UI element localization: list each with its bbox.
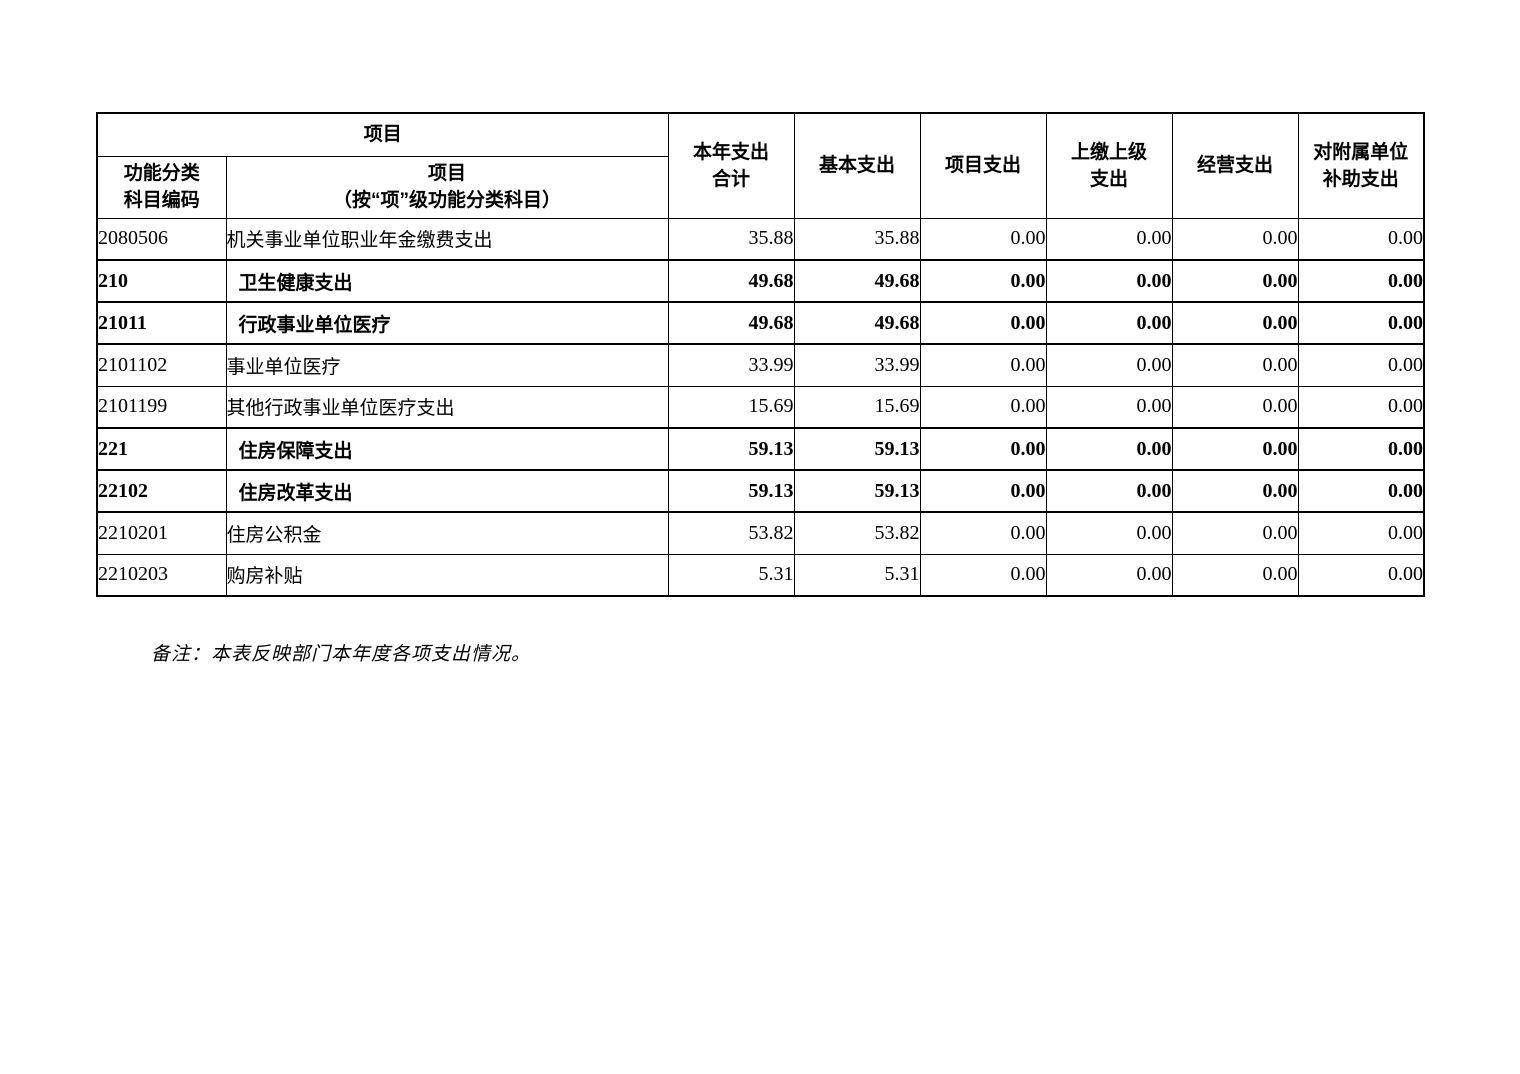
cell-name: 其他行政事业单位医疗支出 bbox=[225, 385, 669, 429]
expenditure-table: 项目 本年支出 合计 基本支出 项目支出 上缴上级 支出 经营支出 bbox=[96, 112, 1426, 597]
cell-value: 5.31 bbox=[793, 553, 921, 597]
cell-value: 0.00 bbox=[919, 343, 1047, 387]
cell-value: 0.00 bbox=[1297, 343, 1425, 387]
cell-value: 49.68 bbox=[667, 301, 795, 345]
cell-value: 15.69 bbox=[667, 385, 795, 429]
cell-value: 0.00 bbox=[1297, 259, 1425, 303]
cell-value: 0.00 bbox=[1171, 427, 1299, 471]
cell-value: 35.88 bbox=[793, 217, 921, 261]
cell-value: 33.99 bbox=[667, 343, 795, 387]
cell-value: 0.00 bbox=[1171, 553, 1299, 597]
cell-value: 0.00 bbox=[1045, 553, 1173, 597]
header-project-group: 项目 bbox=[96, 112, 669, 157]
header-subsidy: 对附属单位 补助支出 bbox=[1297, 112, 1425, 219]
cell-value: 0.00 bbox=[1297, 511, 1425, 555]
header-row-1: 项目 本年支出 合计 基本支出 项目支出 上缴上级 支出 经营支出 bbox=[96, 112, 1425, 219]
header-name: 项目 （按“项”级功能分类科目） bbox=[225, 155, 669, 219]
cell-name: 行政事业单位医疗 bbox=[225, 301, 669, 345]
cell-name: 住房公积金 bbox=[225, 511, 669, 555]
cell-code: 2080506 bbox=[96, 217, 227, 261]
cell-value: 59.13 bbox=[793, 427, 921, 471]
cell-value: 0.00 bbox=[1171, 259, 1299, 303]
table-row: 2210201 住房公积金 53.82 53.82 0.00 0.00 0.00 0.00 bbox=[96, 511, 1425, 555]
cell-value: 0.00 bbox=[919, 301, 1047, 345]
cell-value: 0.00 bbox=[919, 217, 1047, 261]
cell-value: 53.82 bbox=[793, 511, 921, 555]
cell-value: 0.00 bbox=[1297, 469, 1425, 513]
cell-value: 0.00 bbox=[1297, 217, 1425, 261]
cell-value: 5.31 bbox=[667, 553, 795, 597]
cell-code: 2101199 bbox=[96, 385, 227, 429]
table-row: 210 卫生健康支出 49.68 49.68 0.00 0.00 0.00 0.00 bbox=[96, 259, 1425, 303]
table-row: 21011 行政事业单位医疗 49.68 49.68 0.00 0.00 0.00 0.00 bbox=[96, 301, 1425, 345]
cell-value: 59.13 bbox=[793, 469, 921, 513]
table-row: 22102 住房改革支出 59.13 59.13 0.00 0.00 0.00 0.00 bbox=[96, 469, 1425, 513]
cell-code: 21011 bbox=[96, 301, 227, 345]
table-row: 2101102 事业单位医疗 33.99 33.99 0.00 0.00 0.00 0.00 bbox=[96, 343, 1425, 387]
header-code: 功能分类 科目编码 bbox=[96, 155, 227, 219]
cell-value: 0.00 bbox=[1171, 511, 1299, 555]
cell-value: 0.00 bbox=[1045, 301, 1173, 345]
cell-code: 22102 bbox=[96, 469, 227, 513]
header-project-expense: 项目支出 bbox=[919, 112, 1047, 219]
header-total: 本年支出 合计 bbox=[667, 112, 795, 219]
header-row-2: 功能分类 科目编码 项目 （按“项”级功能分类科目） bbox=[96, 155, 1424, 219]
cell-value: 0.00 bbox=[1171, 217, 1299, 261]
header-basic: 基本支出 bbox=[793, 112, 921, 219]
table-header: 项目 本年支出 合计 基本支出 项目支出 上缴上级 支出 经营支出 bbox=[96, 112, 1425, 219]
header-operating: 经营支出 bbox=[1171, 112, 1299, 219]
cell-value: 0.00 bbox=[1045, 385, 1173, 429]
cell-value: 0.00 bbox=[919, 385, 1047, 429]
table-row: 2080506 机关事业单位职业年金缴费支出 35.88 35.88 0.00 0.00 0… bbox=[96, 217, 1425, 261]
cell-value: 0.00 bbox=[1045, 259, 1173, 303]
cell-value: 33.99 bbox=[793, 343, 921, 387]
cell-code: 2210201 bbox=[96, 511, 227, 555]
cell-value: 0.00 bbox=[1045, 343, 1173, 387]
cell-name: 事业单位医疗 bbox=[225, 343, 669, 387]
expenditure-table-container: 项目 本年支出 合计 基本支出 项目支出 上缴上级 支出 经营支出 bbox=[96, 112, 1426, 597]
cell-value: 0.00 bbox=[1045, 427, 1173, 471]
table-row: 221 住房保障支出 59.13 59.13 0.00 0.00 0.00 0.00 bbox=[96, 427, 1425, 471]
cell-value: 0.00 bbox=[1297, 553, 1425, 597]
table-footnote: 备注：本表反映部门本年度各项支出情况。 bbox=[151, 644, 532, 665]
header-project-group-label: 项目 bbox=[363, 124, 402, 146]
cell-value: 15.69 bbox=[793, 385, 921, 429]
cell-value: 0.00 bbox=[919, 259, 1047, 303]
cell-value: 0.00 bbox=[919, 553, 1047, 597]
cell-value: 0.00 bbox=[1297, 385, 1425, 429]
cell-value: 0.00 bbox=[1171, 385, 1299, 429]
cell-value: 0.00 bbox=[1171, 301, 1299, 345]
cell-code: 2210203 bbox=[96, 553, 227, 597]
cell-value: 0.00 bbox=[1171, 469, 1299, 513]
cell-value: 0.00 bbox=[1297, 427, 1425, 471]
table-row: 2210203 购房补贴 5.31 5.31 0.00 0.00 0.00 0.00 bbox=[96, 553, 1425, 597]
cell-value: 59.13 bbox=[667, 427, 795, 471]
cell-value: 49.68 bbox=[667, 259, 795, 303]
cell-name: 住房保障支出 bbox=[225, 427, 669, 471]
cell-value: 0.00 bbox=[1045, 469, 1173, 513]
cell-value: 0.00 bbox=[1297, 301, 1425, 345]
cell-value: 35.88 bbox=[667, 217, 795, 261]
cell-name: 机关事业单位职业年金缴费支出 bbox=[225, 217, 669, 261]
cell-name: 住房改革支出 bbox=[225, 469, 669, 513]
cell-code: 221 bbox=[96, 427, 227, 471]
header-upper: 上缴上级 支出 bbox=[1045, 112, 1173, 219]
cell-value: 49.68 bbox=[793, 259, 921, 303]
cell-name: 卫生健康支出 bbox=[225, 259, 669, 303]
cell-value: 49.68 bbox=[793, 301, 921, 345]
cell-code: 2101102 bbox=[96, 343, 227, 387]
table-body: 2080506 机关事业单位职业年金缴费支出 35.88 35.88 0.00 0.00 0… bbox=[96, 217, 1425, 597]
cell-value: 0.00 bbox=[919, 469, 1047, 513]
cell-value: 0.00 bbox=[919, 511, 1047, 555]
cell-value: 0.00 bbox=[1045, 511, 1173, 555]
cell-value: 0.00 bbox=[919, 427, 1047, 471]
cell-value: 0.00 bbox=[1171, 343, 1299, 387]
table-row: 2101199 其他行政事业单位医疗支出 15.69 15.69 0.00 0.00 0.0… bbox=[96, 385, 1425, 429]
cell-value: 59.13 bbox=[667, 469, 795, 513]
cell-value: 0.00 bbox=[1045, 217, 1173, 261]
cell-code: 210 bbox=[96, 259, 227, 303]
cell-value: 53.82 bbox=[667, 511, 795, 555]
cell-name: 购房补贴 bbox=[225, 553, 669, 597]
